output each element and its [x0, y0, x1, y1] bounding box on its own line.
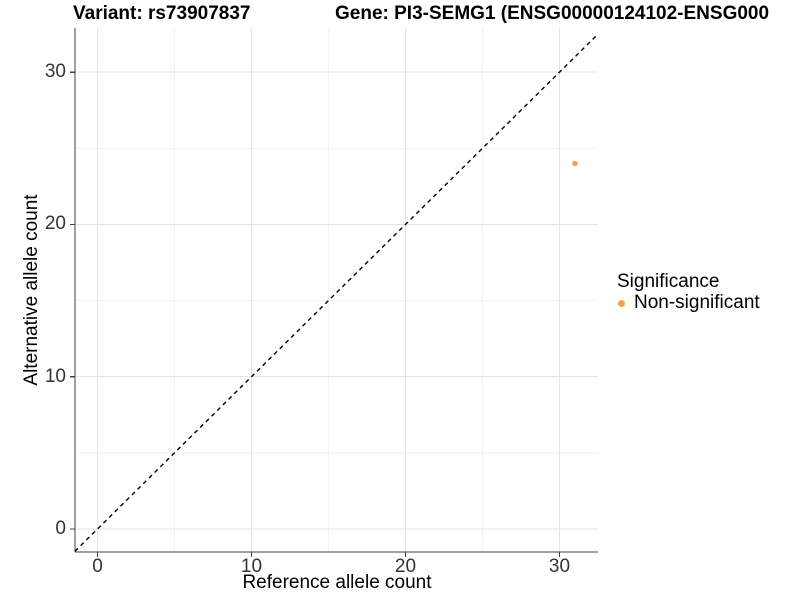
x-tick-label: 10	[240, 556, 263, 577]
x-tick-label: 20	[394, 556, 417, 577]
y-axis-label: Alternative allele count	[21, 194, 42, 386]
y-tick-label: 30	[44, 61, 66, 83]
y-tick-label: 20	[44, 213, 66, 235]
axis-tick-marks	[70, 71, 561, 557]
y-tick-label: 10	[44, 365, 66, 387]
data-points	[572, 160, 578, 167]
plot-title-gene: Gene: PI3-SEMG1 (ENSG00000124102-ENSG000	[335, 3, 770, 24]
data-point	[572, 160, 578, 167]
legend-title: Significance	[617, 271, 720, 292]
x-tick-label: 0	[92, 556, 103, 577]
legend-point-icon	[618, 300, 625, 307]
x-axis-label: Reference allele count	[242, 572, 432, 593]
y-tick-label: 0	[55, 518, 66, 539]
gridlines-major	[75, 28, 598, 552]
plot-title-variant: Variant: rs73907837	[73, 3, 251, 24]
x-tick-label: 30	[548, 556, 571, 577]
legend-item-label: Non-significant	[634, 292, 760, 313]
identity-reference-line	[74, 33, 599, 552]
gridlines-minor	[75, 28, 598, 552]
